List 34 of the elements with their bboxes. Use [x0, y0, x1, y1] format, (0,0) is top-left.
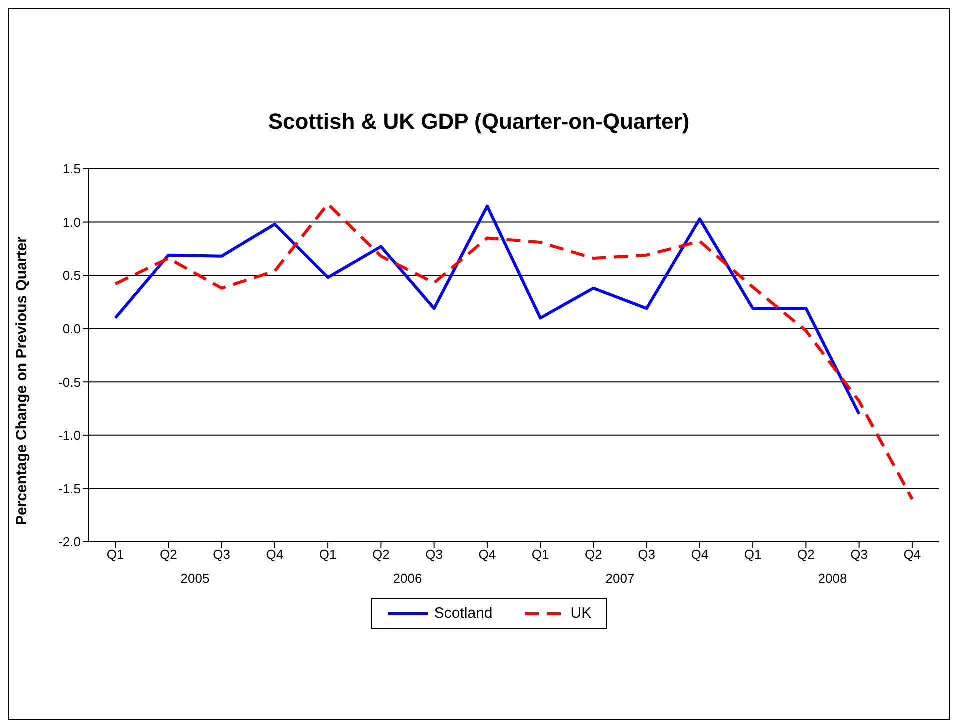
- text: 2005: [180, 571, 210, 586]
- x-tick-label: Q3: [426, 547, 443, 562]
- y-tick-label: 1.0: [62, 214, 81, 230]
- legend-label: UK: [570, 605, 592, 622]
- chart-title: Scottish & UK GDP (Quarter-on-Quarter): [267, 109, 691, 135]
- y-tick-label: -1.0: [58, 428, 81, 444]
- x-tick-label: Q2: [372, 547, 390, 562]
- x-tick-label: Q1: [744, 547, 762, 562]
- y-tick-label: -1.5: [58, 481, 81, 496]
- x-tick-label: Q2: [160, 547, 178, 562]
- x-tick-label: Q1: [532, 547, 550, 562]
- y-axis-title: Percentage Change on Previous Quarter: [13, 236, 30, 526]
- x-tick-label: Q4: [266, 547, 284, 562]
- x-tick-label: Q1: [319, 547, 337, 562]
- legend-label: Scotland: [433, 605, 493, 622]
- x-tick-label: Q2: [798, 547, 815, 562]
- x-tick-label: Q1: [106, 547, 124, 562]
- y-tick-label: -0.5: [58, 374, 81, 390]
- x-tick-label: Q2: [585, 547, 602, 562]
- line-series: [114, 204, 861, 416]
- x-tick-label: Q4: [478, 547, 496, 562]
- x-tick-label: Q3: [213, 547, 230, 562]
- text: 2006: [393, 571, 422, 586]
- y-tick-label: 0.0: [62, 321, 81, 336]
- y-tick-label: -2.0: [58, 534, 81, 550]
- x-tick-label: Q3: [850, 547, 868, 562]
- y-tick-label: 1.5: [62, 162, 81, 177]
- x-tick-label: Q4: [904, 547, 922, 562]
- line-series: [114, 202, 914, 501]
- text: 2008: [818, 571, 848, 586]
- text: 2007: [606, 571, 635, 586]
- x-tick-label: Q4: [691, 547, 709, 562]
- x-tick-label: Q3: [638, 547, 656, 562]
- y-tick-label: 0.5: [62, 268, 81, 284]
